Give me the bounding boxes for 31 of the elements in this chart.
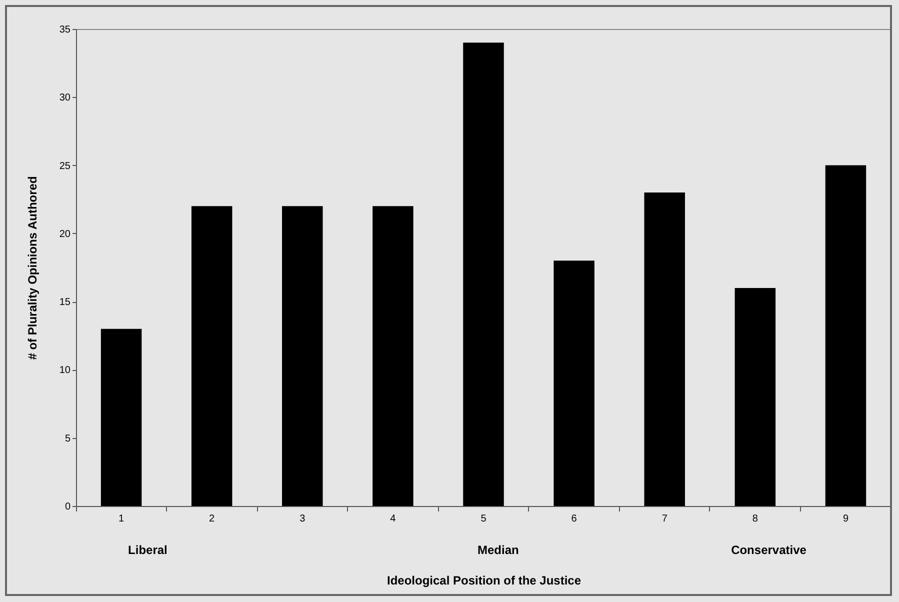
text: Conservative [731,543,807,557]
x-tick-label: 9 [842,514,849,524]
text: Liberal [128,543,168,557]
text: Median [478,543,519,557]
bar [282,206,323,506]
y-tick-label: 0 [64,502,71,512]
bar [644,192,685,506]
x-tick-label: 6 [571,514,578,524]
bar [554,260,594,506]
bar [463,42,504,506]
x-tick-label: 7 [662,514,668,524]
x-tick-label: 8 [752,514,758,524]
x-tick-label: 5 [480,514,487,524]
y-tick-label: 5 [64,433,71,444]
y-axis-title: # of Plurality Opinions Authored [25,176,40,360]
bar [372,206,414,506]
x-tick-label: 4 [390,514,396,524]
bar [191,206,232,506]
x-axis-title: Ideological Position of the Justice [386,574,582,588]
y-tick-label: 10 [59,365,71,376]
y-tick-label: 20 [59,228,71,240]
bar [825,165,866,506]
y-tick-label: 35 [59,24,71,36]
x-tick-label: 3 [300,514,306,524]
y-tick-label: 15 [59,297,71,308]
x-tick-label: 2 [209,514,216,524]
y-tick-label: 30 [59,92,71,104]
x-tick-label: 1 [118,514,124,524]
bar [734,288,776,506]
bar [100,328,142,506]
y-tick-label: 25 [59,160,71,172]
